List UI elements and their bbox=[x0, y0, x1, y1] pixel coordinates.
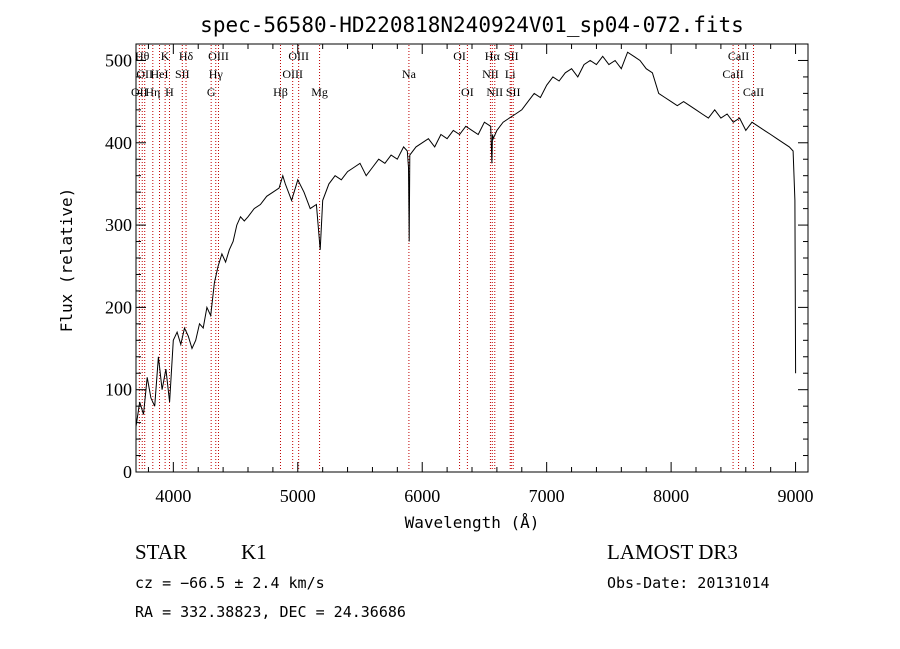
chart-title: spec-56580-HD220818N240924V01_sp04-072.f… bbox=[200, 13, 744, 37]
x-tick-label: 8000 bbox=[653, 486, 689, 506]
line-label: HeI bbox=[151, 67, 169, 81]
line-label: Na bbox=[402, 67, 417, 81]
line-label: Hθ bbox=[135, 49, 150, 63]
line-label: SII bbox=[506, 85, 521, 99]
line-label: Hγ bbox=[209, 67, 224, 81]
x-tick-label: 6000 bbox=[404, 486, 440, 506]
y-tick-label: 0 bbox=[123, 462, 132, 482]
y-axis-label: Flux (relative) bbox=[57, 188, 76, 333]
line-label: Hβ bbox=[273, 85, 288, 99]
y-tick-label: 500 bbox=[105, 50, 132, 70]
line-label: Hα bbox=[485, 49, 501, 63]
x-tick-label: 5000 bbox=[280, 486, 316, 506]
line-labels: OIIHθOIIHηHeIKHSIIHδGHγOIIIHβOIIIOIIIMgN… bbox=[131, 49, 764, 99]
y-tick-label: 400 bbox=[105, 133, 132, 153]
line-label: SII bbox=[175, 67, 190, 81]
line-label: NII bbox=[482, 67, 499, 81]
line-label: OI bbox=[461, 85, 474, 99]
y-axis: 0 100 200 300 400 500 bbox=[105, 43, 808, 482]
object-class: STAR bbox=[135, 540, 187, 564]
subclass: K1 bbox=[241, 540, 267, 564]
line-label: Hη bbox=[145, 85, 160, 99]
spectrum-chart: spec-56580-HD220818N240924V01_sp04-072.f… bbox=[57, 13, 814, 532]
coordinates: RA = 332.38823, DEC = 24.36686 bbox=[135, 603, 406, 621]
line-label: OII bbox=[131, 85, 148, 99]
line-label: NII bbox=[486, 85, 503, 99]
x-tick-label: 4000 bbox=[155, 486, 191, 506]
line-label: Mg bbox=[311, 85, 328, 99]
redshift-cz: cz = −66.5 ± 2.4 km/s bbox=[135, 574, 325, 592]
x-axis-label: Wavelength (Å) bbox=[405, 513, 540, 532]
line-label: CaII bbox=[728, 49, 749, 63]
plot-frame bbox=[135, 43, 809, 473]
line-label: Li bbox=[505, 67, 516, 81]
line-label: Hδ bbox=[179, 49, 194, 63]
line-label: OIII bbox=[288, 49, 309, 63]
line-label: OIII bbox=[208, 49, 229, 63]
line-label: SII bbox=[504, 49, 519, 63]
line-label: K bbox=[161, 49, 170, 63]
line-label: CaII bbox=[743, 85, 764, 99]
line-label: OI bbox=[453, 49, 466, 63]
obs-date: Obs-Date: 20131014 bbox=[607, 574, 770, 592]
line-label: G bbox=[207, 85, 216, 99]
line-label: OII bbox=[136, 67, 153, 81]
line-label: H bbox=[165, 85, 174, 99]
x-axis: 4000 5000 6000 7000 8000 9000 bbox=[147, 44, 814, 506]
y-tick-label: 200 bbox=[105, 297, 132, 317]
spectrum-line bbox=[135, 51, 797, 427]
y-tick-label: 100 bbox=[105, 380, 132, 400]
x-tick-label: 9000 bbox=[778, 486, 814, 506]
line-markers bbox=[138, 45, 754, 471]
survey-name: LAMOST DR3 bbox=[607, 540, 738, 564]
x-tick-label: 7000 bbox=[529, 486, 565, 506]
line-label: CaII bbox=[722, 67, 743, 81]
line-label: OIII bbox=[282, 67, 303, 81]
y-tick-label: 300 bbox=[105, 215, 132, 235]
